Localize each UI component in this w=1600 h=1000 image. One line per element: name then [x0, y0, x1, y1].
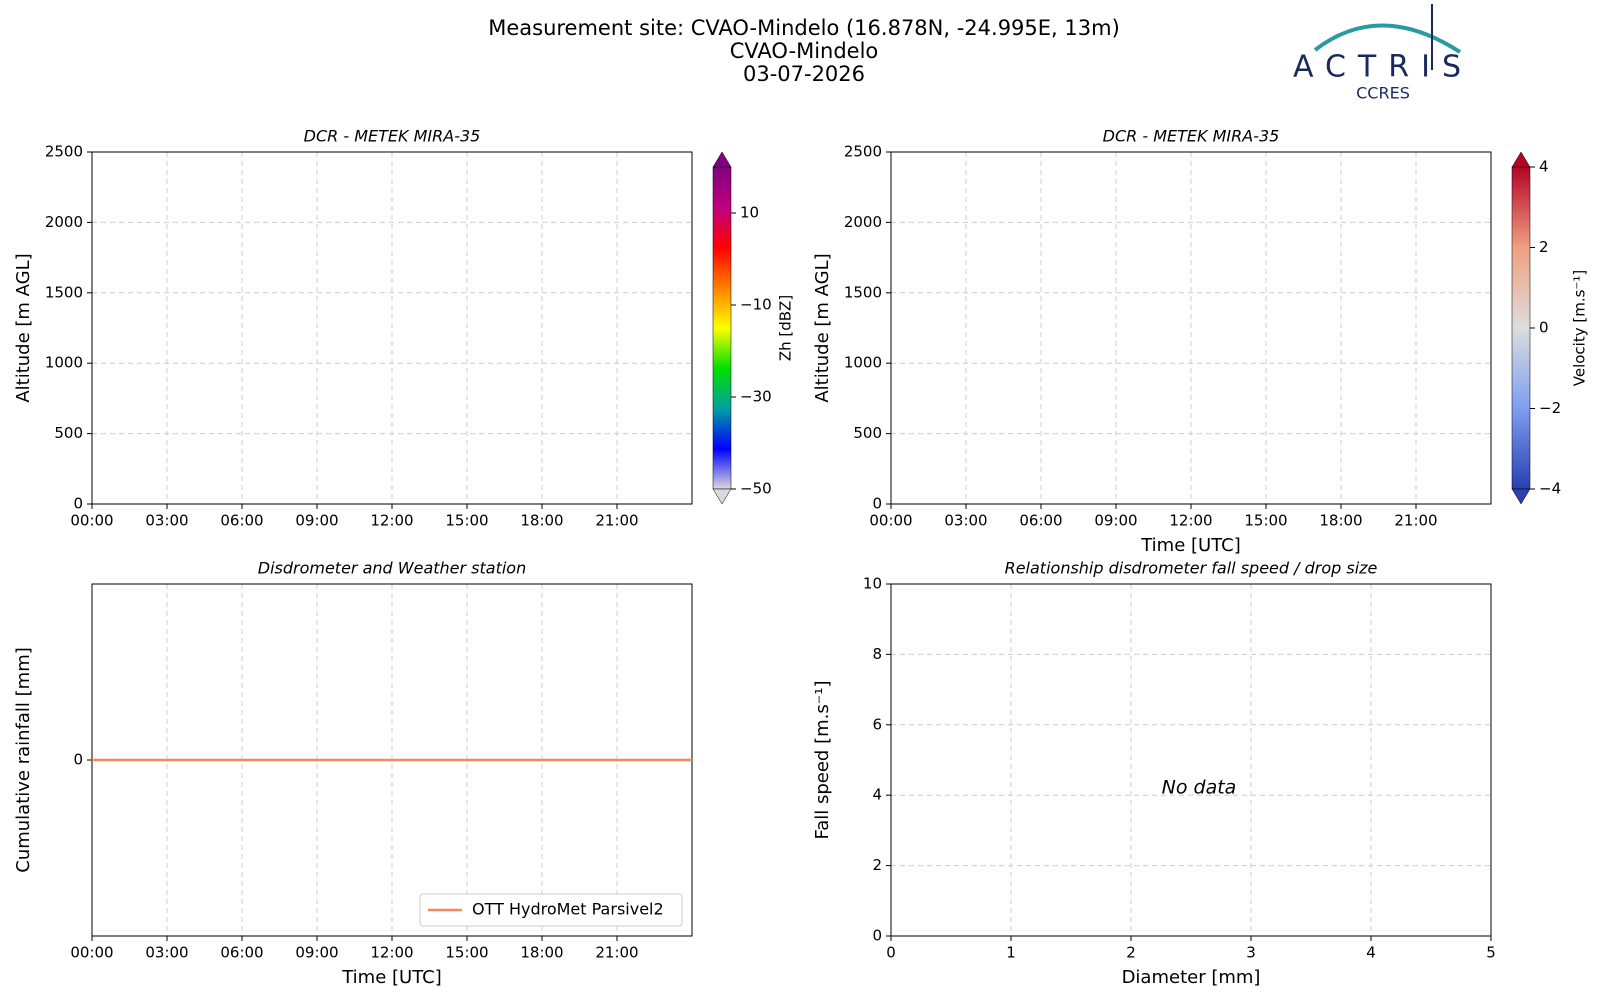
y-tick-label: 2500 [45, 143, 83, 161]
x-tick-label: 5 [1486, 944, 1496, 962]
y-tick-label: 4 [872, 786, 882, 804]
panel-title: Disdrometer and Weather station [258, 559, 526, 578]
colorbar-tick-label: 4 [1539, 158, 1549, 176]
y-tick-label: 0 [73, 495, 83, 513]
figure-title: Measurement site: CVAO-Mindelo (16.878N,… [488, 16, 1120, 40]
logo-sub: CCRES [1356, 84, 1410, 103]
colorbar [712, 166, 732, 490]
y-axis-label: Altitude [m AGL] [812, 253, 833, 402]
x-tick-label: 0 [886, 944, 896, 962]
x-tick-label: 18:00 [1319, 512, 1362, 530]
x-axis-label: Diameter [mm] [1122, 967, 1261, 988]
x-tick-label: 3 [1246, 944, 1256, 962]
x-tick-label: 06:00 [1019, 512, 1062, 530]
y-tick-label: 1000 [45, 354, 83, 372]
y-tick-label: 0 [73, 751, 83, 769]
panel-title: DCR - METEK MIRA-35 [1103, 127, 1280, 146]
x-tick-label: 1 [1006, 944, 1016, 962]
x-tick-label: 03:00 [944, 512, 987, 530]
x-tick-label: 4 [1366, 944, 1376, 962]
x-tick-label: 09:00 [1094, 512, 1137, 530]
y-axis-label: Cumulative rainfall [mm] [13, 647, 34, 873]
logo: ACTRIS CCRES [1293, 4, 1473, 103]
figure-subtitle: CVAO-Mindelo [730, 39, 879, 63]
x-tick-label: 00:00 [869, 512, 912, 530]
legend-box [419, 893, 683, 927]
plot-frame [890, 583, 1492, 937]
y-tick-label: 6 [872, 715, 882, 733]
plot-frame [91, 151, 693, 505]
x-tick-label: 03:00 [145, 512, 188, 530]
panel-title: Relationship disdrometer fall speed / dr… [1005, 559, 1378, 578]
figure-date: 03-07-2026 [743, 62, 865, 86]
x-tick-label: 21:00 [1394, 512, 1437, 530]
y-tick-label: 2 [872, 856, 882, 874]
colorbar-extend [712, 488, 732, 505]
colorbar-tick-label: 0 [1539, 319, 1549, 337]
y-tick-label: 0 [872, 927, 882, 945]
x-tick-label: 06:00 [220, 944, 263, 962]
x-tick-label: 12:00 [1169, 512, 1212, 530]
colorbar-extend [1511, 151, 1531, 168]
x-tick-label: 09:00 [295, 944, 338, 962]
y-tick-label: 10 [863, 575, 882, 593]
x-tick-label: 15:00 [445, 512, 488, 530]
x-tick-label: 15:00 [445, 944, 488, 962]
colorbar-extend [712, 151, 732, 168]
colorbar-tick-label: −50 [740, 480, 772, 498]
colorbar-tick-label: 10 [740, 204, 759, 222]
y-tick-label: 1500 [45, 283, 83, 301]
annotation: No data [1162, 777, 1237, 799]
y-tick-label: 8 [872, 645, 882, 663]
legend-label: OTT HydroMet Parsivel2 [472, 900, 664, 919]
y-axis-label: Fall speed [m.s⁻¹] [812, 681, 833, 840]
y-axis-label: Altitude [m AGL] [13, 253, 34, 402]
x-axis-label: Time [UTC] [341, 967, 442, 988]
y-tick-label: 500 [853, 424, 882, 442]
logo-name: ACTRIS [1293, 50, 1473, 85]
y-tick-label: 1000 [844, 354, 882, 372]
colorbar [1511, 166, 1531, 490]
x-axis-label: Time [UTC] [1140, 535, 1241, 556]
colorbar-tick-label: −10 [740, 296, 772, 314]
x-tick-label: 12:00 [370, 944, 413, 962]
colorbar-tick-label: 2 [1539, 238, 1549, 256]
x-tick-label: 18:00 [520, 512, 563, 530]
x-tick-label: 06:00 [220, 512, 263, 530]
colorbar-tick-label: −4 [1539, 480, 1561, 498]
x-tick-label: 2 [1126, 944, 1136, 962]
y-tick-label: 2500 [844, 143, 882, 161]
colorbar-label: Zh [dBZ] [777, 295, 795, 361]
y-tick-label: 1500 [844, 283, 882, 301]
x-tick-label: 15:00 [1244, 512, 1287, 530]
x-tick-label: 12:00 [370, 512, 413, 530]
panel-title: DCR - METEK MIRA-35 [304, 127, 481, 146]
plot-frame [890, 151, 1492, 505]
colorbar-tick-label: −30 [740, 388, 772, 406]
x-tick-label: 03:00 [145, 944, 188, 962]
colorbar-tick-label: −2 [1539, 399, 1561, 417]
x-tick-label: 00:00 [70, 944, 113, 962]
logo-arc [1313, 23, 1462, 54]
y-tick-label: 2000 [45, 213, 83, 231]
colorbar-extend [1511, 488, 1531, 505]
x-tick-label: 00:00 [70, 512, 113, 530]
y-tick-label: 0 [872, 495, 882, 513]
x-tick-label: 21:00 [595, 512, 638, 530]
y-tick-label: 500 [54, 424, 83, 442]
colorbar-label: Velocity [m.s⁻¹] [1571, 270, 1589, 386]
x-tick-label: 09:00 [295, 512, 338, 530]
x-tick-label: 18:00 [520, 944, 563, 962]
x-tick-label: 21:00 [595, 944, 638, 962]
y-tick-label: 2000 [844, 213, 882, 231]
